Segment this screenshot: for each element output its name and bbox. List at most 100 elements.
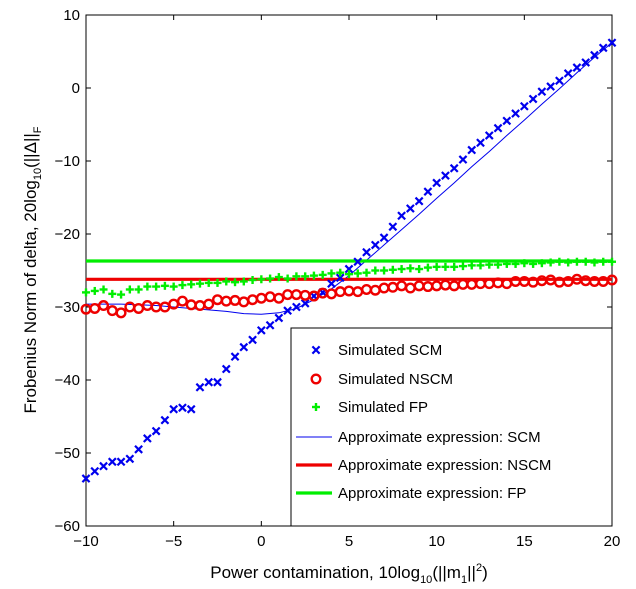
y-tick-label: −20 — [55, 226, 80, 243]
x-tick-label: 0 — [257, 533, 265, 550]
fp-point — [353, 269, 362, 278]
scm-point — [292, 302, 301, 312]
fp-point — [222, 277, 231, 286]
fp-point — [283, 274, 292, 283]
scm-point — [327, 279, 336, 289]
y-tick-label: 0 — [72, 80, 80, 97]
legend-label: Approximate expression: NSCM — [338, 457, 551, 474]
fp-point — [467, 261, 476, 270]
x-tick-label: 10 — [428, 533, 445, 550]
scm-point — [432, 178, 442, 188]
nscm-point — [203, 298, 215, 310]
fp-point — [169, 282, 178, 291]
legend-item-simulated-nscm: Simulated NSCM — [310, 371, 453, 388]
fp-point — [239, 277, 248, 286]
nscm-point — [310, 373, 322, 385]
scm-point — [598, 43, 608, 53]
x-tick-label: −10 — [73, 533, 98, 550]
scm-point — [213, 377, 222, 387]
fp-point — [564, 258, 573, 267]
scm-point — [107, 457, 117, 467]
nscm-point — [176, 295, 188, 307]
y-tick-label: −50 — [55, 445, 80, 462]
scm-point — [90, 466, 100, 476]
fp-point — [266, 274, 275, 283]
scm-point — [99, 461, 108, 471]
fp-point — [380, 266, 389, 275]
legend-label: Simulated FP — [338, 399, 428, 416]
y-tick-label: −30 — [55, 299, 80, 316]
legend-label: Approximate expression: SCM — [338, 429, 541, 446]
scm-point — [300, 298, 310, 308]
legend-item-approx-nscm: Approximate expression: NSCM — [296, 457, 551, 474]
x-tick-label: 15 — [516, 533, 533, 550]
legend-entries: Simulated SCM Simulated NSCM Simulated FP A… — [296, 342, 551, 502]
legend-item-approx-fp: Approximate expression: FP — [296, 485, 526, 502]
fp-point — [125, 285, 134, 294]
x-axis-title: Power contamination, 10log10(||m1||2) — [210, 562, 487, 586]
fp-point — [160, 281, 169, 290]
scm-point — [169, 404, 179, 414]
scm-point — [195, 382, 205, 392]
fp-point — [371, 266, 380, 275]
fp-point — [494, 260, 503, 269]
fp-point — [99, 285, 108, 294]
fp-point — [406, 264, 415, 273]
fp-point — [555, 257, 564, 266]
fp-point — [248, 275, 257, 284]
scm-point — [423, 187, 433, 197]
scm-point — [590, 50, 599, 60]
y-axis-title: Frobenius Norm of delta, 20log10(||Δ||F — [21, 126, 44, 413]
scm-point — [204, 377, 214, 387]
fp-point — [213, 278, 222, 287]
x-tick-label: 5 — [345, 533, 353, 550]
scm-point — [607, 38, 617, 48]
y-tick-label: −10 — [55, 153, 80, 170]
fp-point — [511, 259, 520, 268]
fp-point — [301, 272, 310, 281]
nscm-point — [115, 307, 127, 319]
series-simulated-nscm — [80, 273, 618, 319]
fp-point — [274, 273, 283, 282]
fp-point — [318, 270, 327, 279]
scm-point — [467, 145, 477, 155]
fp-point — [312, 403, 320, 411]
scm-point — [388, 222, 398, 232]
fp-point — [502, 259, 511, 268]
fp-point — [327, 269, 336, 278]
fp-point — [362, 268, 371, 277]
legend-item-simulated-scm: Simulated SCM — [311, 342, 442, 359]
scm-point — [581, 58, 591, 67]
scm-point — [125, 454, 135, 464]
scm-point — [362, 247, 371, 257]
fp-point — [537, 259, 546, 268]
scm-point — [335, 273, 345, 283]
scm-point — [519, 101, 529, 111]
scm-point — [116, 457, 126, 467]
fp-point — [590, 258, 599, 267]
legend-box — [290, 327, 613, 527]
nscm-point — [273, 292, 285, 304]
fp-point — [178, 281, 187, 290]
legend-item-approx-scm: Approximate expression: SCM — [296, 429, 541, 446]
fp-point — [415, 265, 424, 274]
scm-point — [528, 94, 538, 104]
scm-point — [555, 76, 564, 86]
scm-point — [537, 87, 547, 97]
fp-point — [187, 280, 196, 289]
scm-point — [572, 63, 582, 72]
fp-point — [572, 257, 581, 266]
fp-point — [257, 275, 266, 284]
y-tick-label: −60 — [55, 518, 80, 535]
scm-point — [441, 171, 450, 180]
legend: Simulated SCM Simulated NSCM Simulated FP A… — [290, 327, 613, 527]
scm-point — [397, 211, 406, 221]
scm-point — [502, 116, 512, 126]
fp-point — [204, 278, 213, 287]
scm-point — [414, 196, 424, 206]
fp-point — [432, 262, 441, 271]
legend-item-simulated-fp: Simulated FP — [312, 399, 428, 416]
scm-point — [134, 444, 143, 454]
